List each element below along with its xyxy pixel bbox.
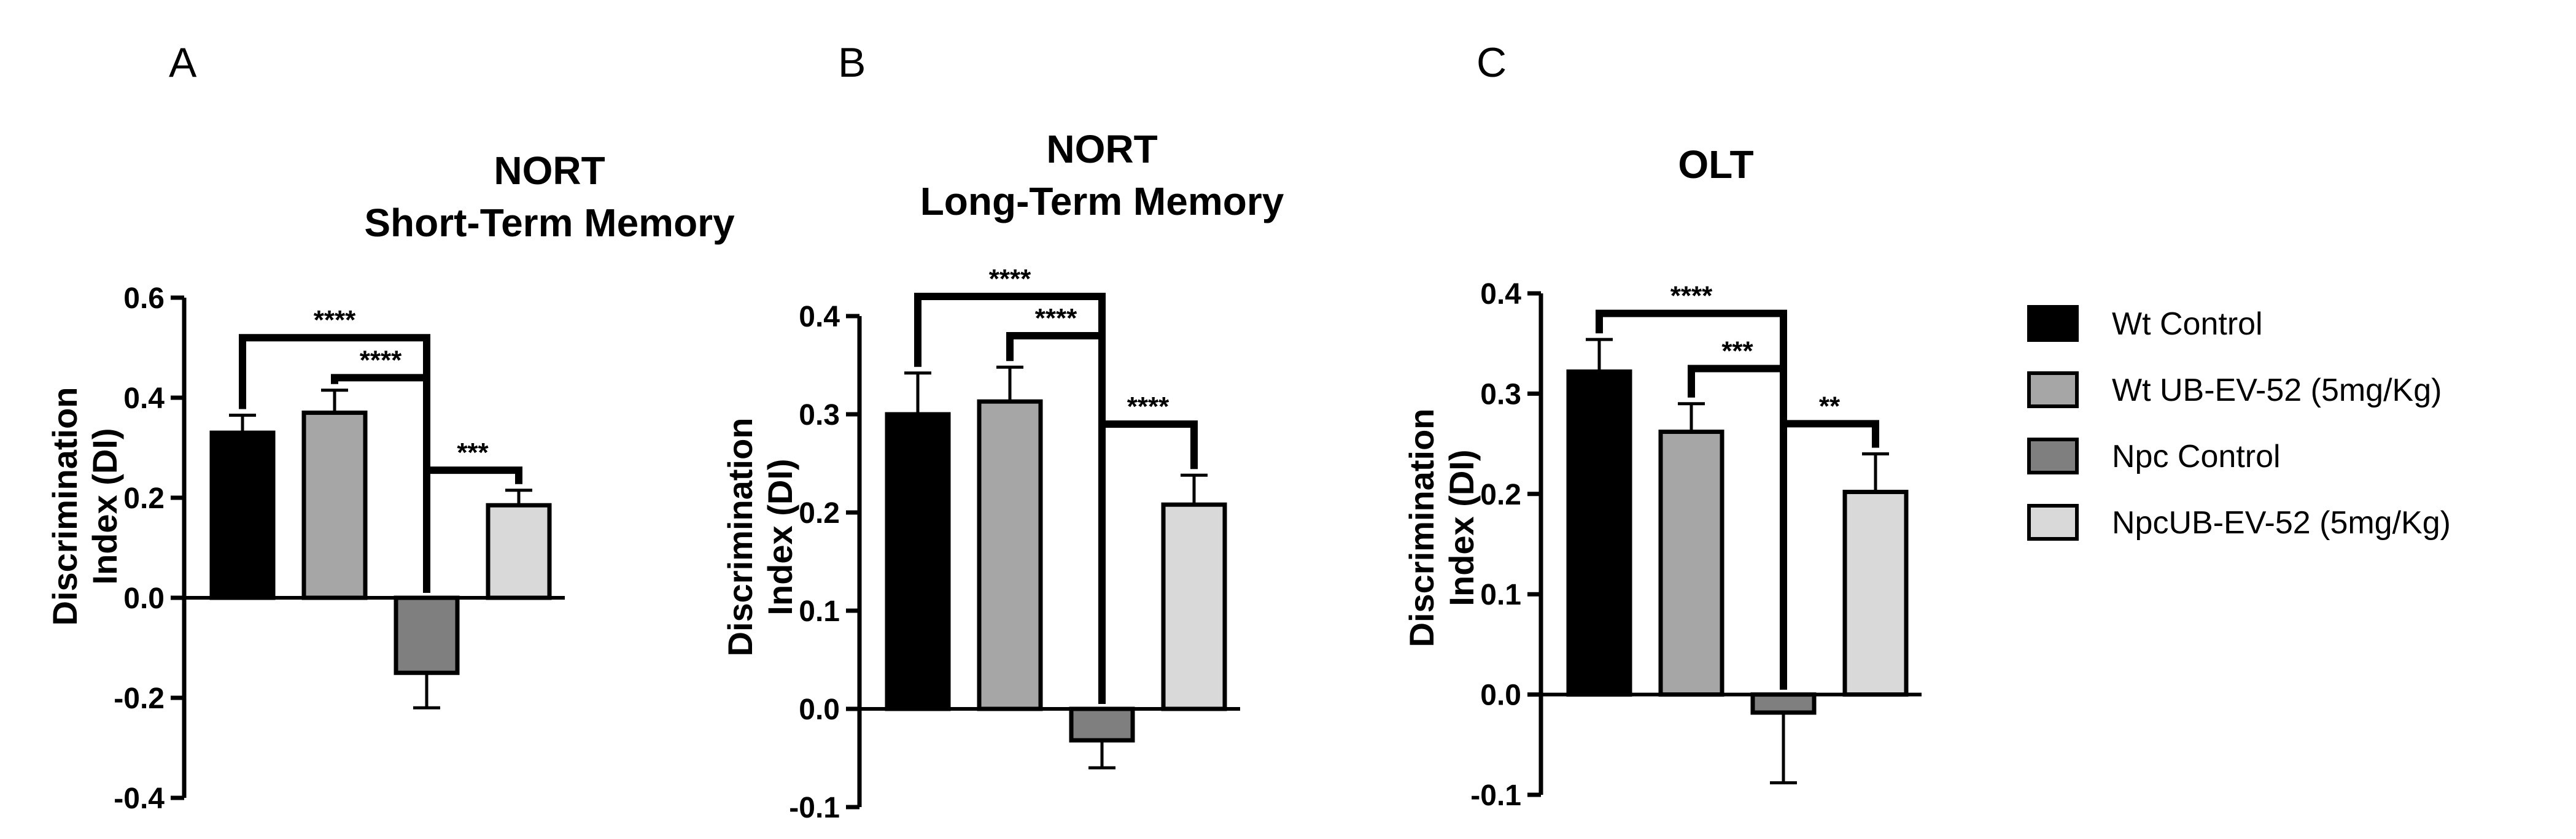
y-tick-label: -0.1: [1470, 779, 1521, 812]
y-tick-label: -0.1: [789, 792, 840, 824]
bar-wt-treated: [301, 410, 368, 600]
legend-label: Wt UB-EV-52 (5mg/Kg): [2112, 373, 2442, 408]
y-tick-label: 0.3: [799, 399, 840, 431]
bar-wt-control: [209, 430, 276, 600]
y-tick-label: 0.4: [799, 301, 840, 333]
y-tick-label: 0.4: [1480, 278, 1521, 311]
legend-swatch: [2027, 371, 2079, 408]
y-axis-label-line-2: Index (DI): [761, 458, 799, 615]
chart-panel-b: NORT Long-Term Memory Discrimination Ind…: [721, 127, 1284, 824]
legend-label: NpcUB-EV-52 (5mg/Kg): [2112, 505, 2451, 541]
significance-label: ****: [1127, 392, 1170, 422]
y-tick-label: -0.4: [114, 783, 165, 815]
bar-npc-control: [394, 595, 460, 675]
y-tick-label: 0.6: [123, 282, 165, 315]
bar-npc-treated: [486, 503, 552, 600]
y-tick-label: 0.4: [123, 382, 165, 415]
y-tick-label: 0.2: [123, 482, 165, 515]
panel-letter-b: B: [838, 39, 866, 86]
y-axis-label-line-1: Discrimination: [721, 418, 759, 657]
panel-letter-c: C: [1476, 39, 1507, 86]
y-tick-label: 0.1: [1480, 579, 1521, 611]
chart-panel-a: NORT Short-Term Memory Discrimination In…: [45, 149, 735, 815]
significance-bracket: [1780, 420, 1879, 690]
y-axis-label-line-2: Index (DI): [85, 428, 124, 584]
bar-wt-treated: [977, 399, 1043, 711]
bar-npc-control: [1069, 706, 1135, 743]
significance-bracket: [423, 466, 522, 593]
legend: Wt Control Wt UB-EV-52 (5mg/Kg) Npc Contro…: [2027, 305, 2451, 541]
bar-wt-treated: [1658, 429, 1724, 697]
panel-letter-a: A: [169, 39, 197, 86]
y-tick-label: -0.2: [114, 682, 165, 715]
y-tick-label: 0.0: [1480, 679, 1521, 712]
y-tick-label: 0.2: [799, 497, 840, 530]
bar-npc-control: [1750, 692, 1817, 715]
significance-label: ***: [1721, 336, 1753, 366]
chart-title-line-1: OLT: [1678, 142, 1753, 187]
significance-label: ****: [1670, 281, 1713, 311]
chart-panel-c: OLT Discrimination Index (DI) -0.1 0.0 0.1…: [1402, 142, 1922, 812]
significance-label: ***: [457, 438, 489, 468]
significance-label: ****: [1035, 303, 1077, 333]
significance-label: ****: [360, 345, 402, 375]
bar-wt-control: [1566, 369, 1632, 697]
y-axis-label-line-1: Discrimination: [1402, 409, 1441, 648]
bar-npc-treated: [1842, 490, 1909, 697]
y-tick-label: 0.2: [1480, 479, 1521, 511]
y-tick-label: 0.1: [799, 595, 840, 628]
chart-title-line-2: Long-Term Memory: [920, 179, 1284, 223]
legend-label: Npc Control: [2112, 439, 2281, 474]
legend-swatch: [2027, 438, 2079, 474]
bar-npc-treated: [1161, 502, 1227, 711]
chart-title-line-2: Short-Term Memory: [364, 201, 735, 245]
legend-swatch: [2027, 305, 2079, 342]
significance-label: ****: [989, 264, 1031, 294]
bar-wt-control: [885, 412, 951, 711]
chart-title-line-1: NORT: [1046, 127, 1157, 171]
chart-title-line-1: NORT: [494, 149, 605, 193]
legend-swatch: [2027, 504, 2079, 541]
y-tick-label: 0.0: [799, 694, 840, 726]
significance-label: ****: [314, 305, 356, 335]
y-tick-label: 0.0: [123, 582, 165, 615]
y-tick-label: 0.3: [1480, 378, 1521, 411]
significance-label: **: [1819, 391, 1841, 421]
y-axis-label-line-1: Discrimination: [45, 387, 84, 626]
significance-bracket: [1098, 420, 1198, 704]
legend-label: Wt Control: [2112, 306, 2263, 342]
y-axis-label-line-2: Index (DI): [1442, 449, 1481, 606]
